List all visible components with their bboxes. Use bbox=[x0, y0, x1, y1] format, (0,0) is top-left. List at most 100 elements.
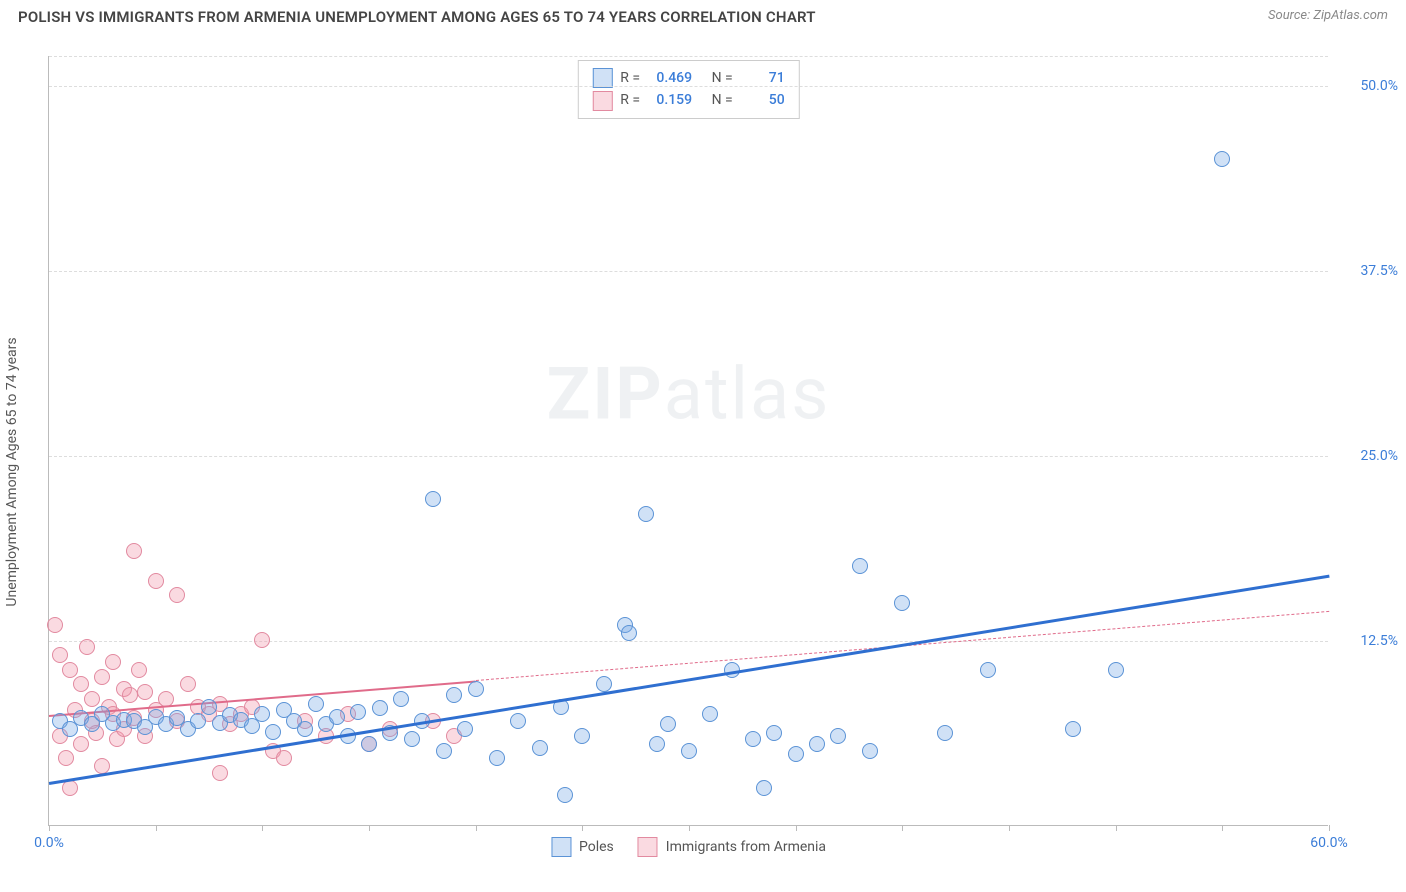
scatter-point bbox=[131, 662, 147, 678]
scatter-point bbox=[84, 691, 100, 707]
legend-label: Immigrants from Armenia bbox=[666, 839, 826, 855]
scatter-point bbox=[1214, 151, 1230, 167]
scatter-point bbox=[201, 699, 217, 715]
scatter-point bbox=[105, 654, 121, 670]
x-tick bbox=[582, 825, 583, 831]
scatter-point bbox=[404, 731, 420, 747]
stats-legend: R = 0.469 N = 71 R = 0.159 N = 50 bbox=[577, 60, 799, 119]
x-tick bbox=[1116, 825, 1117, 831]
scatter-point bbox=[830, 728, 846, 744]
scatter-point bbox=[756, 780, 772, 796]
bottom-legend: Poles Immigrants from Armenia bbox=[551, 837, 826, 857]
gridline bbox=[49, 456, 1328, 457]
y-tick-label: 25.0% bbox=[1338, 448, 1398, 464]
stat-n-label: N = bbox=[712, 89, 733, 111]
x-tick bbox=[1329, 825, 1330, 831]
x-tick bbox=[689, 825, 690, 831]
x-tick bbox=[476, 825, 477, 831]
scatter-point bbox=[574, 728, 590, 744]
x-tick-label: 0.0% bbox=[34, 835, 64, 851]
scatter-point bbox=[62, 662, 78, 678]
x-tick bbox=[49, 825, 50, 831]
scatter-point bbox=[276, 750, 292, 766]
scatter-point bbox=[852, 558, 868, 574]
y-tick-label: 50.0% bbox=[1338, 78, 1398, 94]
x-tick bbox=[902, 825, 903, 831]
scatter-point bbox=[862, 743, 878, 759]
scatter-point bbox=[58, 750, 74, 766]
scatter-point bbox=[702, 706, 718, 722]
scatter-point bbox=[137, 684, 153, 700]
x-tick bbox=[156, 825, 157, 831]
scatter-point bbox=[212, 765, 228, 781]
scatter-point bbox=[510, 713, 526, 729]
scatter-point bbox=[788, 746, 804, 762]
x-tick bbox=[262, 825, 263, 831]
y-tick-label: 12.5% bbox=[1338, 633, 1398, 649]
gridline bbox=[49, 271, 1328, 272]
chart-title: POLISH VS IMMIGRANTS FROM ARMENIA UNEMPL… bbox=[18, 8, 816, 26]
scatter-point bbox=[308, 696, 324, 712]
x-tick bbox=[1009, 825, 1010, 831]
scatter-point bbox=[1065, 721, 1081, 737]
scatter-point bbox=[489, 750, 505, 766]
scatter-point bbox=[180, 676, 196, 692]
scatter-point bbox=[73, 676, 89, 692]
watermark: ZIPatlas bbox=[547, 352, 831, 437]
scatter-point bbox=[766, 725, 782, 741]
source-label: Source: ZipAtlas.com bbox=[1268, 8, 1388, 23]
trend-line-dashed bbox=[476, 611, 1329, 681]
legend-swatch-pink bbox=[592, 91, 612, 111]
scatter-point bbox=[254, 632, 270, 648]
scatter-point bbox=[372, 700, 388, 716]
gridline bbox=[49, 56, 1328, 57]
chart-container: Unemployment Among Ages 65 to 74 years Z… bbox=[0, 36, 1406, 892]
x-tick bbox=[369, 825, 370, 831]
stat-n-value: 50 bbox=[741, 89, 785, 111]
scatter-point bbox=[148, 573, 164, 589]
scatter-point bbox=[47, 617, 63, 633]
scatter-point bbox=[446, 687, 462, 703]
scatter-point bbox=[468, 681, 484, 697]
legend-swatch-blue bbox=[551, 837, 571, 857]
x-tick bbox=[1222, 825, 1223, 831]
scatter-point bbox=[350, 704, 366, 720]
scatter-point bbox=[425, 491, 441, 507]
scatter-point bbox=[126, 543, 142, 559]
scatter-point bbox=[169, 587, 185, 603]
scatter-point bbox=[681, 743, 697, 759]
scatter-point bbox=[190, 713, 206, 729]
stats-row: R = 0.159 N = 50 bbox=[592, 89, 784, 111]
scatter-point bbox=[265, 724, 281, 740]
scatter-point bbox=[122, 687, 138, 703]
y-axis-label: Unemployment Among Ages 65 to 74 years bbox=[4, 337, 20, 606]
scatter-point bbox=[557, 787, 573, 803]
scatter-point bbox=[62, 780, 78, 796]
scatter-point bbox=[393, 691, 409, 707]
scatter-point bbox=[457, 721, 473, 737]
plot-area: ZIPatlas R = 0.469 N = 71 R = 0.159 N = … bbox=[48, 56, 1328, 826]
scatter-point bbox=[329, 709, 345, 725]
gridline bbox=[49, 641, 1328, 642]
x-tick-label: 60.0% bbox=[1310, 835, 1348, 851]
legend-item: Poles bbox=[551, 837, 614, 857]
scatter-point bbox=[532, 740, 548, 756]
gridline bbox=[49, 86, 1328, 87]
legend-swatch-pink bbox=[638, 837, 658, 857]
scatter-point bbox=[79, 639, 95, 655]
scatter-point bbox=[361, 736, 377, 752]
scatter-point bbox=[621, 625, 637, 641]
x-tick bbox=[796, 825, 797, 831]
watermark-light: atlas bbox=[664, 352, 831, 437]
stat-r-label: R = bbox=[620, 89, 640, 111]
scatter-point bbox=[937, 725, 953, 741]
scatter-point bbox=[73, 736, 89, 752]
scatter-point bbox=[52, 647, 68, 663]
legend-item: Immigrants from Armenia bbox=[638, 837, 826, 857]
scatter-point bbox=[809, 736, 825, 752]
scatter-point bbox=[254, 706, 270, 722]
scatter-point bbox=[894, 595, 910, 611]
scatter-point bbox=[596, 676, 612, 692]
scatter-point bbox=[660, 716, 676, 732]
title-bar: POLISH VS IMMIGRANTS FROM ARMENIA UNEMPL… bbox=[0, 0, 1406, 30]
